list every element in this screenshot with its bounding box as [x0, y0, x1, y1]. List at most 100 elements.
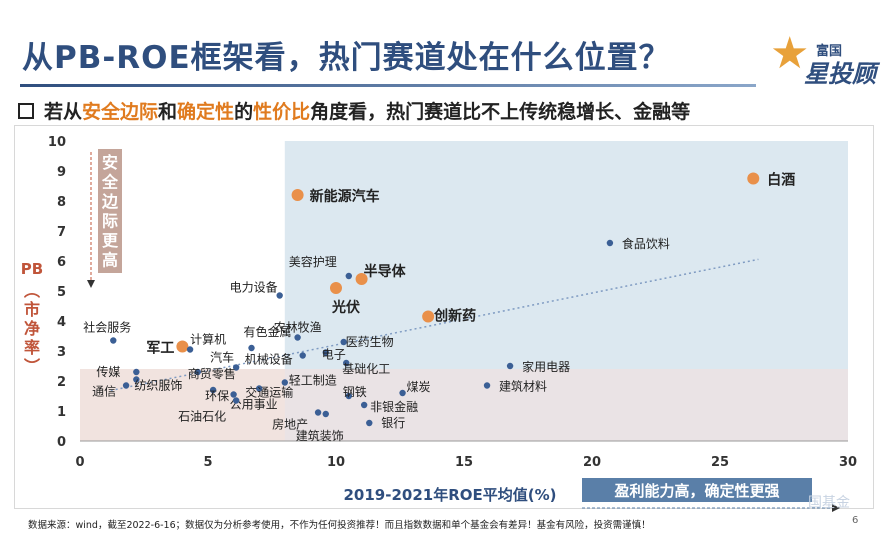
data-label: 电力设备 [230, 281, 278, 295]
data-point [299, 352, 306, 359]
data-point [366, 419, 373, 427]
footer-note: 数据来源：wind，截至2022-6-16；数据仅为分析参考使用，不作为任何投资… [28, 520, 651, 531]
data-point [232, 397, 240, 404]
data-point [230, 391, 237, 398]
subtitle-highlight: 安全边际 [82, 101, 159, 123]
y-tick-label: 8 [57, 195, 66, 210]
data-label: 基础化工 [342, 362, 390, 376]
y-axis-title-char: ︶ [24, 357, 40, 376]
data-point [110, 337, 117, 344]
data-point [133, 376, 140, 383]
data-label: 创新药 [433, 308, 476, 325]
data-label: 煤炭 [407, 380, 431, 394]
logo-main-text: 星投顾 [804, 60, 876, 88]
data-label: 光伏 [331, 299, 360, 316]
subtitle-part: 和 [158, 101, 178, 123]
page-title: 从PB-ROE框架看，热门赛道处在什么位置？ [22, 40, 671, 76]
safety-arrow-head [87, 280, 95, 288]
y-tick-label: 0 [57, 435, 66, 450]
overlap-region [284, 369, 848, 441]
y-axis-title-char: 率 [24, 338, 40, 357]
data-label: 轻工制造 [289, 374, 337, 388]
data-label: 纺织服饰 [134, 379, 182, 393]
subtitle-highlight: 性价比 [253, 101, 311, 123]
data-point [506, 362, 514, 370]
data-point [232, 364, 240, 371]
data-label: 食品饮料 [622, 236, 670, 251]
subtitle-part: 的 [234, 101, 254, 123]
data-label: 商贸零售 [188, 366, 236, 381]
safety-annotation-char: 际 [102, 212, 118, 231]
x-tick-label: 0 [75, 455, 84, 470]
data-label: 非银金融 [370, 399, 418, 414]
data-label: 新能源汽车 [310, 188, 380, 205]
data-label: 家用电器 [522, 359, 570, 374]
data-point [314, 409, 322, 416]
data-point [340, 338, 347, 346]
data-point [122, 382, 130, 389]
data-label: 农林牧渔 [274, 321, 322, 335]
data-point [322, 349, 329, 356]
data-point [209, 386, 217, 394]
data-point [360, 401, 368, 409]
data-point [483, 382, 491, 389]
star-icon: ★ [770, 28, 810, 79]
y-tick-label: 4 [57, 315, 66, 330]
x-tick-label: 30 [839, 455, 857, 470]
data-label: 美容护理 [289, 254, 337, 269]
data-label: 交通运输 [245, 385, 293, 400]
data-point-highlight [330, 282, 342, 294]
y-axis-title-char: 市 [24, 300, 40, 319]
safety-annotation-char: 更 [102, 231, 119, 250]
data-point [345, 392, 352, 400]
data-point-highlight [422, 310, 435, 323]
safety-annotation-char: 高 [102, 251, 118, 270]
data-point [248, 344, 255, 352]
logo-top-text: 富国 [816, 44, 843, 59]
y-tick-label: 9 [57, 165, 66, 180]
data-point [194, 368, 201, 376]
data-label: 传媒 [96, 364, 120, 379]
data-point [294, 334, 301, 341]
data-point-highlight [355, 273, 368, 285]
data-label: 白酒 [767, 172, 795, 189]
safety-annotation-char: 安 [102, 153, 118, 172]
data-label: 环保 [205, 389, 229, 403]
data-label: 社会服务 [83, 320, 131, 335]
data-label: 建筑材料 [499, 379, 547, 394]
brand-logo: ★ 富国 星投顾 [770, 28, 880, 89]
data-label: 石油石化 [178, 410, 226, 424]
data-point [276, 292, 283, 299]
data-label: 建筑装饰 [296, 428, 344, 443]
data-label: 钢铁 [343, 385, 367, 399]
data-point [345, 272, 352, 280]
data-point-highlight [747, 172, 760, 185]
x-tick-label: 15 [455, 455, 473, 470]
data-label: 公用事业 [230, 398, 278, 412]
data-label: 通信 [92, 385, 116, 399]
data-point-highlight [176, 340, 189, 353]
x-axis-title: 2019-2021年ROE平均值(%) [343, 486, 556, 504]
data-point [256, 385, 263, 392]
y-tick-label: 1 [57, 405, 66, 420]
x-tick-label: 5 [203, 455, 212, 470]
title-underline [20, 84, 756, 87]
x-tick-label: 20 [583, 455, 601, 470]
data-label: 医药生物 [346, 335, 394, 349]
data-label: 机械设备 [245, 352, 293, 367]
certainty-annotation-box [582, 478, 812, 502]
subtitle-part: 若从 [44, 101, 83, 123]
certainty-annotation-text: 盈利能力高，确定性更强 [613, 482, 779, 500]
data-point [322, 410, 329, 418]
data-label: 计算机 [190, 332, 226, 347]
watermark: 国基金 [808, 495, 850, 511]
subtitle: 若从安全边际和确定性的性价比角度看，热门赛道比不上传统稳增长、金融等 [18, 97, 690, 124]
subtitle-part: 角度看，热门赛道比不上传统稳增长、金融等 [310, 101, 691, 123]
x-tick-label: 10 [327, 455, 345, 470]
data-label: 汽车 [210, 350, 234, 365]
data-point [606, 239, 614, 247]
data-point [133, 368, 140, 376]
data-label: 银行 [381, 416, 405, 430]
data-label: 半导体 [364, 263, 407, 280]
